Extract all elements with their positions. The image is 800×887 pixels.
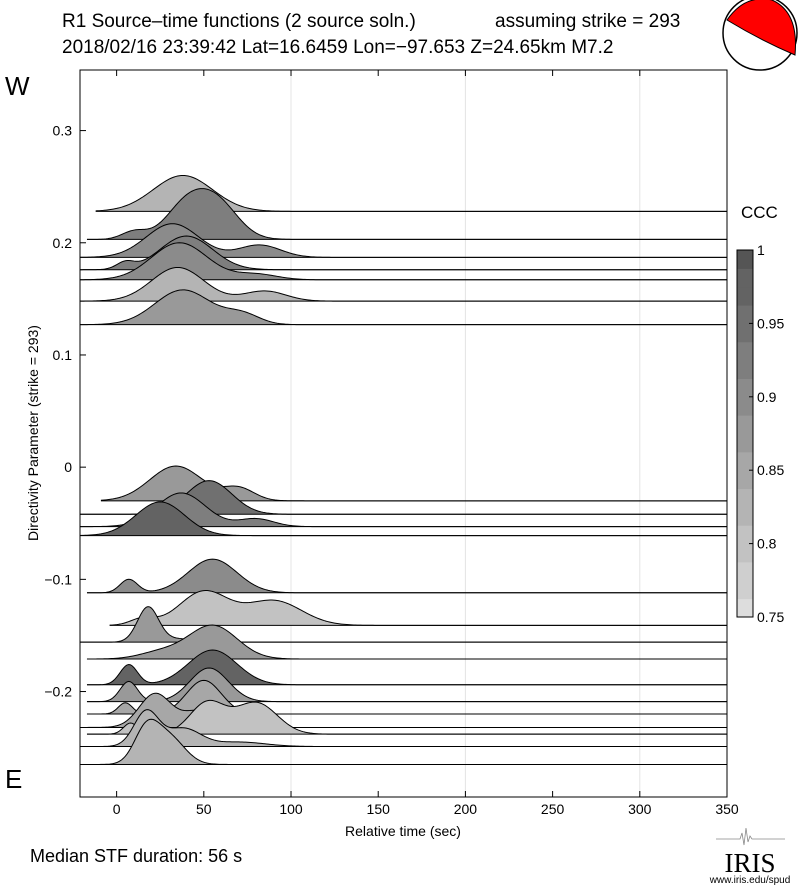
colorbar-segment xyxy=(737,415,753,434)
stf-trace xyxy=(109,590,727,626)
stf-fill xyxy=(80,242,727,280)
stf-fill xyxy=(100,466,727,501)
stf-trace xyxy=(79,289,727,326)
stf-fill xyxy=(80,719,727,765)
x-tick-label: 50 xyxy=(196,801,212,817)
stf-fill xyxy=(80,289,727,325)
chart-title: R1 Source–time functions (2 source soln.… xyxy=(62,11,416,32)
colorbar-segment xyxy=(737,506,753,526)
plot-frame xyxy=(79,69,728,798)
stf-trace xyxy=(86,558,728,594)
stf-fill xyxy=(86,667,728,702)
x-tick-label: 0 xyxy=(113,801,121,817)
y-tick-label: −0.2 xyxy=(44,684,72,700)
stf-fill xyxy=(86,559,728,593)
y-tick-label: 0.3 xyxy=(53,123,73,139)
stf-fill xyxy=(86,680,728,714)
colorbar-segment xyxy=(737,488,753,508)
colorbar-tick-label: 0.8 xyxy=(757,536,777,552)
stf-fill xyxy=(109,590,727,626)
colorbar-segment xyxy=(737,543,753,563)
stf-fill xyxy=(86,700,728,735)
colorbar-tick-label: 0.85 xyxy=(757,462,784,478)
colorbar-segment xyxy=(737,598,753,618)
iris-logo-text: IRIS xyxy=(724,848,775,878)
stf-trace xyxy=(80,718,727,765)
stf-trace xyxy=(79,501,727,537)
y-tick-label: −0.1 xyxy=(44,571,72,587)
x-tick-label: 300 xyxy=(628,801,652,817)
x-tick-label: 350 xyxy=(715,801,739,817)
colorbar-segment xyxy=(737,451,753,471)
stf-fill xyxy=(80,501,727,536)
west-label: W xyxy=(5,71,30,101)
colorbar-segment xyxy=(737,323,753,343)
x-tick-label: 150 xyxy=(367,801,391,817)
east-label: E xyxy=(5,764,22,794)
colorbar-segment xyxy=(737,580,753,600)
colorbar-segment xyxy=(737,250,753,269)
stf-fill xyxy=(86,625,728,660)
stf-fill xyxy=(80,480,727,515)
colorbar-segment xyxy=(737,561,753,581)
colorbar-segment xyxy=(737,360,753,379)
y-axis-label: Directivity Parameter (strike = 293) xyxy=(25,325,41,541)
strike-note: assuming strike = 293 xyxy=(495,11,680,32)
colorbar-segment xyxy=(737,286,753,306)
y-tick-label: 0.1 xyxy=(53,347,73,363)
stf-fill xyxy=(95,175,727,212)
stf-fill xyxy=(86,650,728,685)
colorbar-tick-label: 0.9 xyxy=(757,389,777,405)
colorbar-tick-label: 1 xyxy=(757,242,765,258)
colorbar-segment xyxy=(737,341,753,361)
x-axis-label: Relative time (sec) xyxy=(345,823,461,839)
colorbar-label: CCC xyxy=(741,203,778,222)
y-tick-label: 0 xyxy=(64,459,72,475)
colorbar-segment xyxy=(737,396,753,416)
iris-url: www.iris.edu/spud xyxy=(709,875,791,886)
stf-fill xyxy=(80,223,727,258)
stf-trace xyxy=(86,679,728,715)
colorbar-segment xyxy=(737,470,753,490)
colorbar-segment xyxy=(737,268,753,288)
colorbar-frame xyxy=(736,249,754,618)
event-info: 2018/02/16 23:39:42 Lat=16.6459 Lon=−97.… xyxy=(62,37,613,58)
colorbar-segment xyxy=(737,305,753,324)
x-tick-label: 250 xyxy=(541,801,565,817)
colorbar-segment xyxy=(737,378,753,398)
colorbar-segment xyxy=(737,525,753,545)
stf-fill xyxy=(80,606,727,643)
colorbar-tick-label: 0.95 xyxy=(757,315,784,331)
median-duration: Median STF duration: 56 s xyxy=(30,846,242,866)
x-tick-label: 100 xyxy=(279,801,303,817)
x-tick-label: 200 xyxy=(454,801,478,817)
y-tick-label: 0.2 xyxy=(53,235,73,251)
stf-fill xyxy=(80,267,727,302)
beachball-icon xyxy=(722,0,798,71)
colorbar-segment xyxy=(737,433,753,453)
iris-logo: IRIS www.iris.edu/spud xyxy=(709,827,791,886)
colorbar-tick-label: 0.75 xyxy=(757,609,784,625)
